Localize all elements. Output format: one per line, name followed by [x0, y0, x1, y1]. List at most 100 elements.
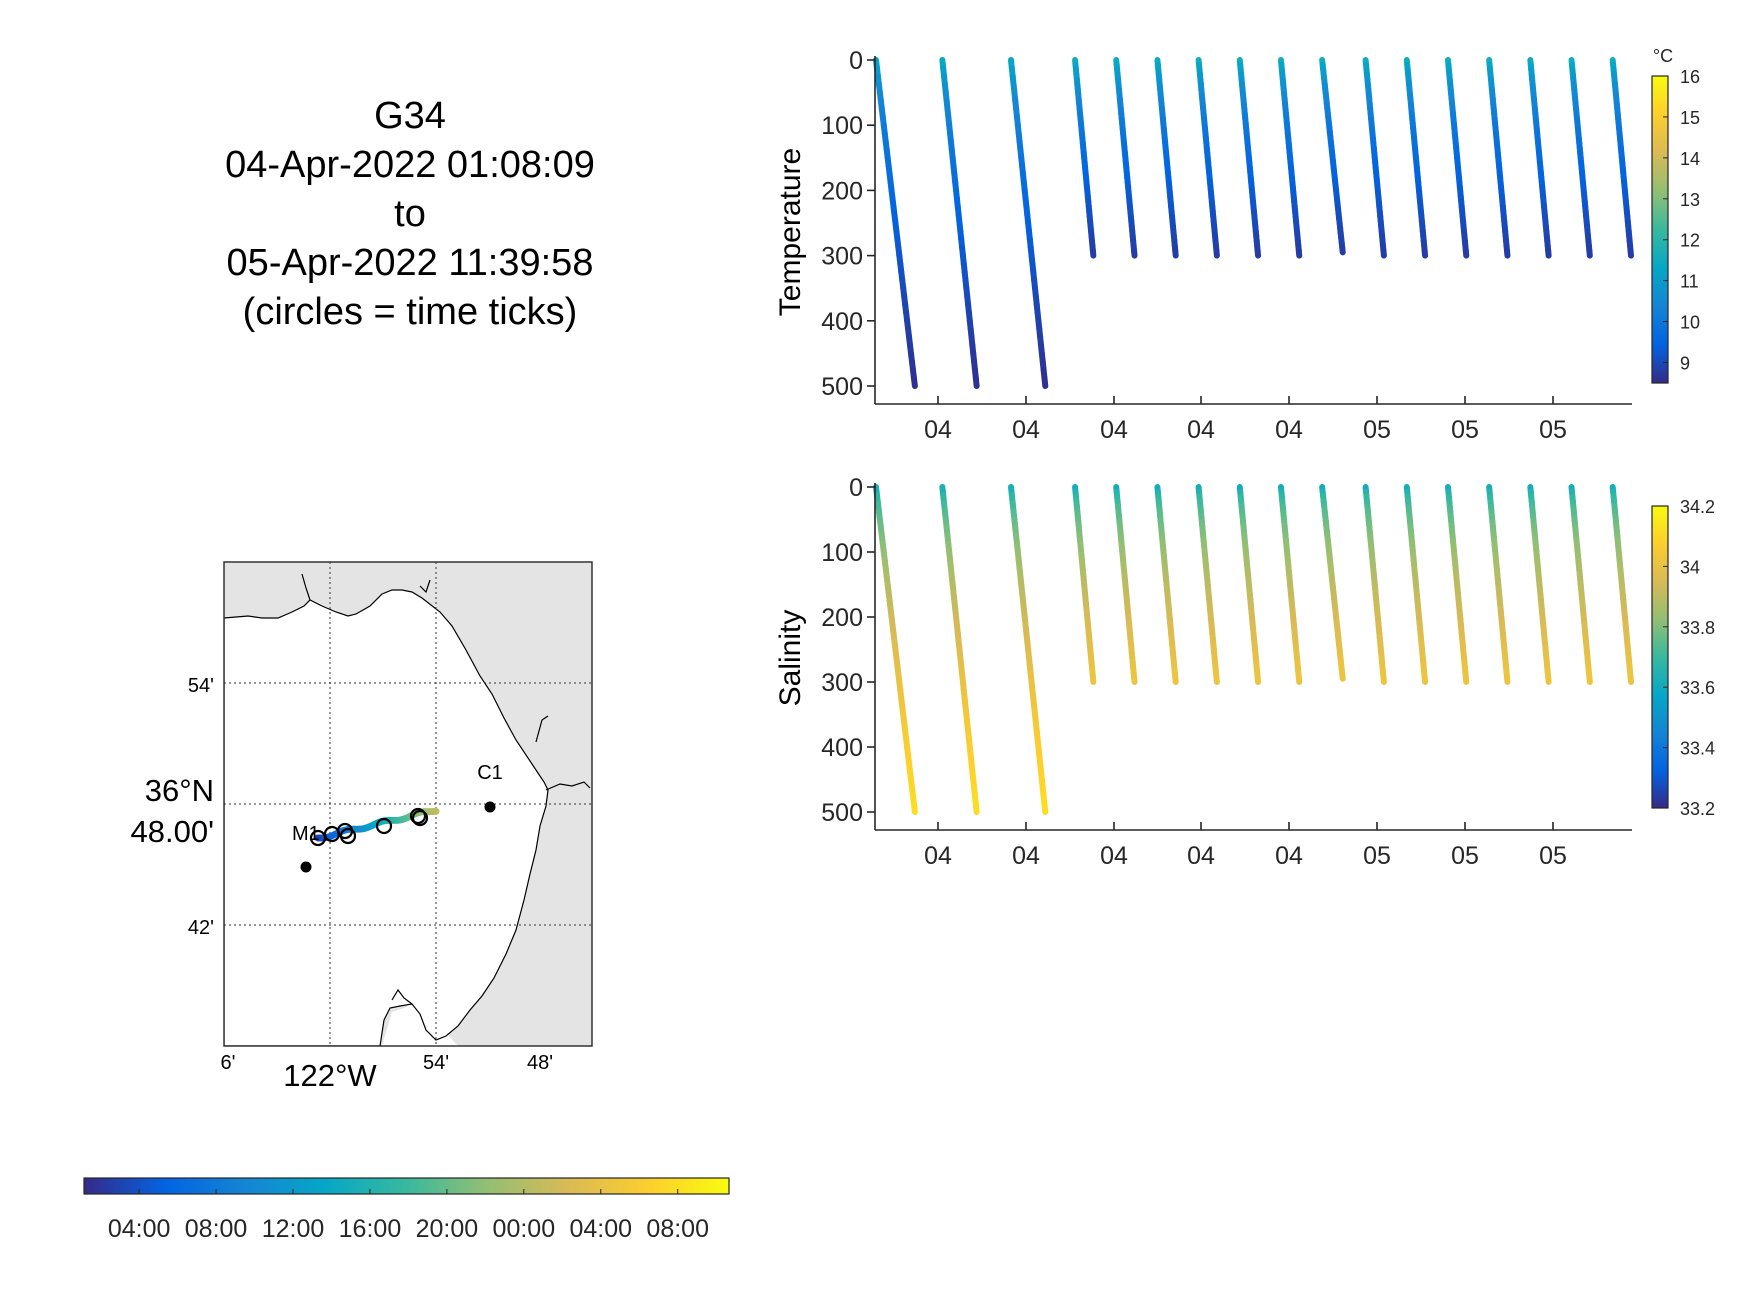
temperature-ylabel: Temperature	[774, 148, 807, 316]
profile-8	[1236, 57, 1262, 259]
colorbar-bar	[1651, 505, 1669, 809]
colorbar-tick-label: 10	[1680, 313, 1700, 333]
colorbar-tick-label: 12	[1680, 231, 1700, 251]
x-tick-label: 04	[1275, 842, 1303, 870]
station-c1-label: C1	[477, 762, 503, 784]
colorbar-tick-label: 14	[1680, 149, 1700, 169]
temperature-profiles	[873, 57, 1634, 389]
map-slough	[545, 781, 591, 791]
title-line-1: G34	[374, 95, 446, 137]
map-stations: C1 M1	[292, 762, 503, 873]
map-lat-tick-42: 42'	[188, 917, 214, 939]
time-tick-circle	[411, 809, 429, 827]
station-marker	[300, 861, 312, 873]
colorbar-tick-label: 15	[1680, 108, 1700, 128]
colorbar-tick-label: 11	[1680, 272, 1699, 292]
y-tick-label: 100	[821, 112, 863, 140]
profile-segment	[910, 374, 918, 389]
profile-16	[1568, 57, 1593, 259]
y-tick-label: 500	[821, 373, 863, 401]
profile-segment	[1339, 244, 1346, 256]
profile-1	[873, 484, 918, 815]
x-tick-label: 04	[1187, 842, 1215, 870]
time-tick-circle	[339, 827, 357, 845]
title-line-3: to	[394, 193, 426, 235]
time-colorbar: 04:00 08:00 12:00 16:00 20:00 00:00 04:00 08:00	[83, 1177, 730, 1243]
x-tick-label: 04	[1275, 416, 1303, 444]
title-line-5: (circles = time ticks)	[243, 291, 578, 333]
profile-7	[1195, 484, 1220, 685]
x-tick-label: 05	[1539, 842, 1567, 870]
time-tick-circle	[409, 807, 427, 825]
colorbar-tick-label: 33.2	[1680, 799, 1715, 819]
profile-15	[1527, 57, 1552, 259]
colorbar-bar	[1651, 75, 1669, 384]
profile-5	[1113, 484, 1138, 685]
profile-7	[1195, 57, 1220, 259]
x-tick-label: 04	[1187, 416, 1215, 444]
profile-10	[1319, 484, 1346, 682]
map-lat-tick-54: 54'	[188, 675, 214, 697]
x-tick-label: 04	[924, 842, 952, 870]
time-tick-label: 04:00	[569, 1215, 632, 1243]
time-tick-label: 00:00	[493, 1215, 556, 1243]
station-m1-label: M1	[292, 823, 320, 845]
glider-track	[309, 807, 440, 847]
profile-14	[1486, 484, 1511, 685]
salinity-axes: 0 100 200 300 400 500 04 04 04 04 04 05 05 05	[821, 474, 1632, 870]
time-tick-label: 16:00	[339, 1215, 402, 1243]
profile-4	[1072, 484, 1097, 685]
time-tick-label: 20:00	[416, 1215, 479, 1243]
x-tick-label: 05	[1451, 842, 1479, 870]
colorbar-tick-label: 34.2	[1680, 497, 1715, 517]
profile-segment	[1041, 374, 1049, 389]
profile-12	[1403, 57, 1429, 259]
colorbar-tick-label: 34	[1680, 557, 1700, 577]
map-lon-tick-48: 48'	[527, 1052, 553, 1074]
profile-segment	[910, 800, 918, 815]
colorbar-tick-label: 9	[1680, 354, 1690, 374]
time-tick-circle	[375, 817, 393, 835]
profile-17	[1609, 57, 1634, 259]
x-tick-label: 05	[1539, 416, 1567, 444]
title-line-2: 04-Apr-2022 01:08:09	[225, 144, 595, 186]
profile-3	[1007, 57, 1049, 389]
x-tick-label: 04	[924, 416, 952, 444]
profile-11	[1362, 484, 1387, 685]
profile-5	[1113, 57, 1138, 259]
y-tick-label: 200	[821, 177, 863, 205]
colorbar-tick-label: 16	[1680, 67, 1700, 87]
colorbar-tick-label: 33.4	[1680, 739, 1715, 759]
profile-segment	[1041, 800, 1049, 815]
time-tick-label: 08:00	[185, 1215, 248, 1243]
colorbar-tick-label: 33.8	[1680, 618, 1715, 638]
map-river	[301, 573, 311, 601]
profile-14	[1486, 57, 1511, 259]
profile-3	[1007, 484, 1049, 815]
map-lon-tick-6: 6'	[221, 1052, 236, 1074]
profile-6	[1154, 484, 1179, 685]
profile-8	[1236, 484, 1262, 685]
colorbar-tick-label: 13	[1680, 190, 1700, 210]
y-tick-label: 100	[821, 539, 863, 567]
profile-9	[1277, 484, 1303, 685]
profile-1	[873, 57, 918, 389]
x-tick-label: 04	[1100, 416, 1128, 444]
x-tick-label: 04	[1012, 416, 1040, 444]
glider-track-map: 54' 42' 36°N 48.00' 6' 54' 48' 122°W C1 …	[131, 561, 593, 1093]
time-colorbar-ticks: 04:00 08:00 12:00 16:00 20:00 00:00 04:00 08:00	[108, 1189, 709, 1243]
salinity-colorbar: 33.2 33.4 33.6 33.8 34 34.2	[1651, 497, 1715, 819]
temperature-axes: 0 100 200 300 400 500 04 04 04 04 04 05 05 05	[821, 47, 1632, 444]
colorbar-tick-label: 33.6	[1680, 678, 1715, 698]
y-tick-label: 300	[821, 669, 863, 697]
salinity-ylabel: Salinity	[774, 610, 807, 707]
figure-title: G34 04-Apr-2022 01:08:09 to 05-Apr-2022 …	[225, 95, 595, 333]
map-lat-major: 36°N	[145, 773, 214, 808]
profile-segment	[1339, 670, 1346, 682]
profile-2	[939, 484, 980, 815]
x-tick-label: 04	[1012, 842, 1040, 870]
temperature-colorbar: 9 10 11 12 13 14 15 16	[1651, 67, 1700, 384]
profile-4	[1072, 57, 1097, 259]
map-lon-tick-54: 54'	[423, 1052, 449, 1074]
